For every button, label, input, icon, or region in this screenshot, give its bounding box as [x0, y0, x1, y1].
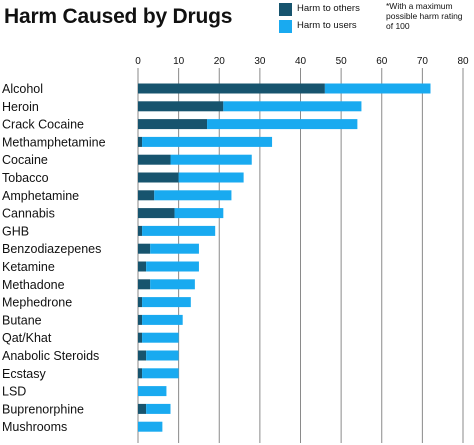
x-tick-label-30: 30	[254, 56, 266, 67]
category-labels: Alcohol Heroin Crack Cocaine Methamphetamin…	[2, 82, 106, 434]
bar-harm-to-users-alcohol	[324, 83, 431, 94]
bar-harm-to-users-mushrooms	[138, 421, 163, 432]
category-label-butane: Butane	[2, 313, 42, 327]
category-label-crack-cocaine: Crack Cocaine	[2, 118, 84, 132]
category-label-methamphetamine: Methamphetamine	[2, 135, 106, 149]
bar-harm-to-others-butane	[138, 314, 143, 325]
max-rating-note: *With a maximum possible harm rating of …	[386, 1, 474, 31]
category-label-buprenorphine: Buprenorphine	[2, 402, 84, 416]
category-label-ghb: GHB	[2, 224, 29, 238]
bar-harm-to-others-qat-khat	[138, 332, 143, 343]
bar-harm-to-users-amphetamine	[154, 190, 232, 201]
x-tick-label-60: 60	[376, 56, 388, 67]
x-tick-label-80: 80	[457, 56, 469, 67]
x-tick-label-50: 50	[336, 56, 348, 67]
note-line-1: *With a maximum	[386, 1, 453, 11]
bar-harm-to-others-cocaine	[138, 154, 171, 165]
bar-harm-to-others-tobacco	[138, 172, 179, 183]
bar-harm-to-others-heroin	[138, 101, 224, 112]
category-label-cannabis: Cannabis	[2, 207, 55, 221]
bar-harm-to-users-ecstasy	[142, 368, 179, 379]
bar-harm-to-others-amphetamine	[138, 190, 155, 201]
x-tick-label-10: 10	[173, 56, 185, 67]
x-axis-ticks: 0 10 20 30 40 50 60 70 80	[135, 56, 469, 67]
bar-harm-to-users-ketamine	[146, 261, 199, 272]
category-label-amphetamine: Amphetamine	[2, 189, 79, 203]
bar-harm-to-users-methamphetamine	[142, 136, 273, 147]
category-label-cocaine: Cocaine	[2, 153, 48, 167]
bar-harm-to-users-ghb	[142, 225, 216, 236]
legend-swatch-harm-to-others	[279, 3, 292, 16]
bar-harm-to-users-crack-cocaine	[207, 119, 358, 130]
x-tick-label-20: 20	[214, 56, 226, 67]
legend-label-harm-to-others: Harm to others	[297, 3, 360, 14]
note-line-2: possible harm rating	[386, 11, 463, 21]
category-label-methadone: Methadone	[2, 278, 65, 292]
bar-harm-to-users-heroin	[223, 101, 362, 112]
bar-harm-to-others-alcohol	[138, 83, 325, 94]
bar-harm-to-users-anabolic-steroids	[146, 350, 179, 361]
bar-harm-to-users-cocaine	[170, 154, 252, 165]
bar-harm-to-users-methadone	[150, 279, 195, 290]
bar-harm-to-users-tobacco	[178, 172, 244, 183]
legend-label-harm-to-users: Harm to users	[297, 20, 357, 31]
bar-harm-to-users-benzodiazepenes	[150, 243, 199, 254]
category-label-benzodiazepenes: Benzodiazepenes	[2, 242, 101, 256]
bar-harm-to-others-cannabis	[138, 208, 175, 219]
bar-harm-to-others-methamphetamine	[138, 136, 143, 147]
x-tick-label-0: 0	[135, 56, 141, 67]
x-tick-label-70: 70	[417, 56, 429, 67]
bar-harm-to-others-mephedrone	[138, 297, 143, 308]
category-label-lsd: LSD	[2, 385, 26, 399]
category-label-heroin: Heroin	[2, 100, 39, 114]
chart-title: Harm Caused by Drugs	[4, 5, 233, 28]
bar-harm-to-users-lsd	[138, 386, 167, 397]
bar-harm-to-users-qat-khat	[142, 332, 179, 343]
bar-harm-to-users-mephedrone	[142, 297, 191, 308]
bar-harm-to-others-ghb	[138, 225, 143, 236]
bar-harm-to-others-crack-cocaine	[138, 119, 208, 130]
legend-swatch-harm-to-users	[279, 20, 292, 33]
bar-harm-to-others-benzodiazepenes	[138, 243, 151, 254]
bar-harm-to-others-methadone	[138, 279, 151, 290]
bar-harm-to-users-cannabis	[174, 208, 224, 219]
bar-harm-to-users-buprenorphine	[146, 403, 171, 414]
category-label-tobacco: Tobacco	[2, 171, 49, 185]
bar-harm-to-others-ecstasy	[138, 368, 143, 379]
category-label-qat-khat: Qat/Khat	[2, 331, 52, 345]
category-label-mushrooms: Mushrooms	[2, 420, 67, 434]
category-label-mephedrone: Mephedrone	[2, 296, 72, 310]
bar-harm-to-others-ketamine	[138, 261, 147, 272]
category-label-ketamine: Ketamine	[2, 260, 55, 274]
note-line-3: of 100	[386, 21, 410, 31]
bars	[138, 83, 431, 432]
bar-harm-to-others-anabolic-steroids	[138, 350, 147, 361]
bar-harm-to-users-butane	[142, 314, 183, 325]
category-label-ecstasy: Ecstasy	[2, 367, 47, 381]
gridlines	[137, 68, 464, 443]
x-tick-label-40: 40	[295, 56, 307, 67]
category-label-alcohol: Alcohol	[2, 82, 43, 96]
category-label-anabolic-steroids: Anabolic Steroids	[2, 349, 99, 363]
bar-harm-to-others-buprenorphine	[138, 403, 147, 414]
